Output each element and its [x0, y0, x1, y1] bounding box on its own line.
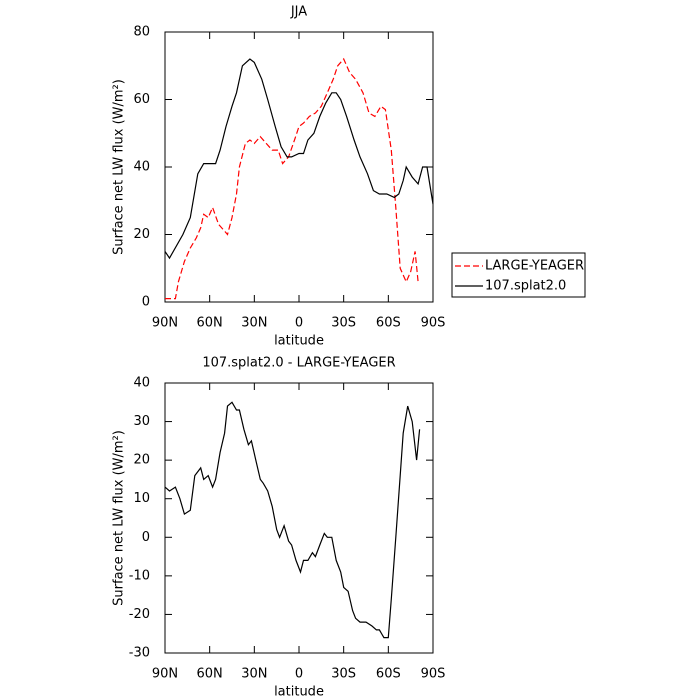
x-tick-label: 0: [295, 316, 303, 331]
x-tick-label: 90N: [152, 667, 178, 682]
series-line: [165, 57, 419, 300]
x-tick-label: 30S: [331, 316, 356, 331]
x-tick-label: 0: [295, 667, 303, 682]
x-tick-label: 60N: [197, 316, 223, 331]
x-tick-label: 30S: [331, 667, 356, 682]
y-tick-label: 40: [133, 160, 150, 175]
plot-frame: [164, 382, 434, 654]
y-axis-label: Surface net LW flux (W/m²): [112, 79, 127, 255]
x-tick-label: 60S: [376, 667, 401, 682]
chart-title: 107.splat2.0 - LARGE-YEAGER: [202, 356, 395, 371]
x-tick-label: 90S: [421, 316, 446, 331]
y-tick-label: 0: [142, 295, 150, 310]
y-tick-label: 80: [133, 25, 150, 40]
x-tick-label: 30N: [241, 667, 267, 682]
y-tick-label: -10: [129, 568, 150, 583]
y-axis-label: Surface net LW flux (W/m²): [112, 430, 127, 606]
chart-title: JJA: [290, 5, 307, 20]
y-tick-label: 0: [142, 530, 150, 545]
legend-label: LARGE-YEAGER: [485, 259, 584, 274]
x-axis-label: latitude: [274, 334, 324, 349]
x-tick-label: 60S: [376, 316, 401, 331]
x-axis-label: latitude: [274, 685, 324, 700]
y-tick-label: 40: [133, 376, 150, 391]
y-tick-label: 20: [133, 453, 150, 468]
y-tick-label: 60: [133, 92, 150, 107]
x-tick-label: 90S: [421, 667, 446, 682]
series-line: [164, 58, 434, 260]
y-tick-label: 30: [133, 414, 150, 429]
legend-label: 107.splat2.0: [485, 279, 566, 294]
y-tick-label: -20: [129, 607, 150, 622]
legend-box: [451, 252, 586, 298]
x-tick-label: 30N: [241, 316, 267, 331]
plot-frame: [164, 31, 434, 303]
series-line: [164, 401, 421, 639]
y-tick-label: 10: [133, 491, 150, 506]
y-tick-label: -30: [129, 646, 150, 661]
x-tick-label: 90N: [152, 316, 178, 331]
y-tick-label: 20: [133, 227, 150, 242]
x-tick-label: 60N: [197, 667, 223, 682]
